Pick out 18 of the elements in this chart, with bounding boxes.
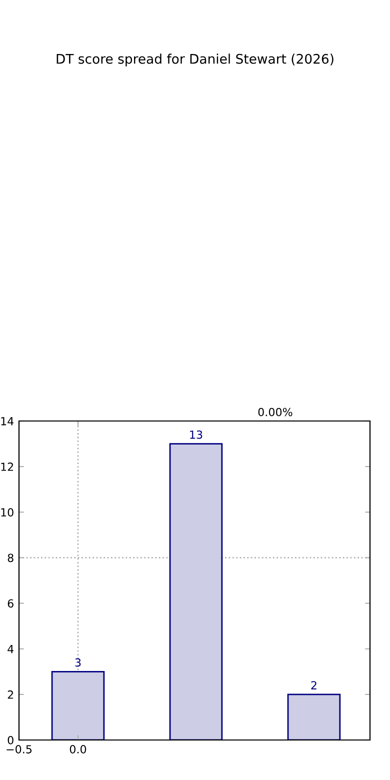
x-tick-label: 0.0 [70,745,86,754]
data-label: 2 [311,681,316,690]
y-tick-label: 4 [8,644,14,654]
y-tick-label: 10 [1,508,14,517]
bar [287,694,341,740]
text: 0.00% [258,408,292,416]
y-tick-label: 0 [8,736,14,744]
bar [169,443,223,740]
chart-title: DT score spread for Daniel Stewart (2026) [56,54,334,66]
y-tick-label: 6 [8,599,14,608]
x-tick-label: −0.5 [6,745,32,754]
data-label: 3 [75,658,81,667]
y-tick-label: 2 [8,690,14,699]
y-tick-label: 8 [8,554,14,562]
y-tick-label: 14 [1,417,14,426]
bar [51,670,105,740]
data-label: 13 [190,430,202,439]
y-tick-label: 12 [1,462,14,471]
